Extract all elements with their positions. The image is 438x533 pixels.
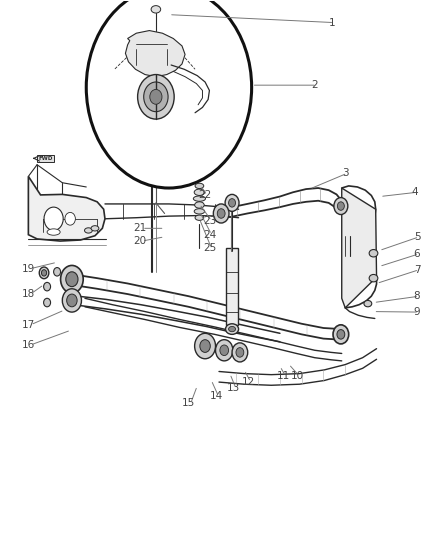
Circle shape <box>150 90 162 104</box>
Circle shape <box>144 82 168 112</box>
Circle shape <box>138 75 174 119</box>
Text: 19: 19 <box>22 264 35 273</box>
Text: 14: 14 <box>210 391 223 401</box>
Circle shape <box>66 272 78 287</box>
Ellipse shape <box>364 301 372 307</box>
Ellipse shape <box>85 228 92 233</box>
Text: FWD: FWD <box>38 156 53 161</box>
Circle shape <box>194 333 215 359</box>
Polygon shape <box>125 30 185 77</box>
Ellipse shape <box>229 326 236 332</box>
Circle shape <box>44 207 63 230</box>
Circle shape <box>62 289 81 312</box>
Ellipse shape <box>194 189 205 196</box>
Text: 6: 6 <box>414 249 420 259</box>
Polygon shape <box>342 188 377 308</box>
Text: 13: 13 <box>227 383 240 393</box>
Text: 11: 11 <box>277 372 290 381</box>
Circle shape <box>200 340 210 352</box>
Ellipse shape <box>194 209 205 214</box>
Circle shape <box>225 195 239 212</box>
Text: 25: 25 <box>203 244 216 254</box>
Circle shape <box>232 343 248 362</box>
Circle shape <box>337 202 344 211</box>
Ellipse shape <box>47 229 60 235</box>
Circle shape <box>236 348 244 357</box>
Text: 21: 21 <box>133 223 146 233</box>
Text: 4: 4 <box>412 187 418 197</box>
Text: 16: 16 <box>22 340 35 350</box>
Circle shape <box>215 340 233 361</box>
Text: 8: 8 <box>414 291 420 301</box>
FancyBboxPatch shape <box>226 248 238 325</box>
Ellipse shape <box>39 267 49 279</box>
Circle shape <box>65 213 75 225</box>
Circle shape <box>220 345 229 356</box>
Ellipse shape <box>194 202 204 208</box>
Circle shape <box>334 198 348 215</box>
Text: 3: 3 <box>342 168 349 178</box>
Ellipse shape <box>369 274 378 282</box>
Polygon shape <box>28 176 105 241</box>
Text: 9: 9 <box>414 307 420 317</box>
Text: 18: 18 <box>22 289 35 299</box>
Text: 23: 23 <box>203 216 216 226</box>
Ellipse shape <box>195 183 204 189</box>
Text: 12: 12 <box>242 377 255 387</box>
Circle shape <box>337 329 345 339</box>
Circle shape <box>217 209 225 218</box>
Ellipse shape <box>369 249 378 257</box>
Text: 24: 24 <box>203 230 216 240</box>
Ellipse shape <box>91 225 99 231</box>
Circle shape <box>60 265 83 293</box>
Circle shape <box>213 204 229 223</box>
Ellipse shape <box>42 270 47 276</box>
Ellipse shape <box>44 298 50 307</box>
Text: 22: 22 <box>198 190 212 200</box>
Circle shape <box>333 325 349 344</box>
Ellipse shape <box>226 324 239 334</box>
Text: 7: 7 <box>414 265 420 274</box>
Circle shape <box>67 294 77 307</box>
Circle shape <box>229 199 236 207</box>
Text: 2: 2 <box>311 80 318 90</box>
Ellipse shape <box>53 268 60 276</box>
Text: 20: 20 <box>133 236 146 246</box>
Text: 10: 10 <box>291 372 304 381</box>
Text: 1: 1 <box>329 18 336 28</box>
Ellipse shape <box>151 6 161 13</box>
Text: 5: 5 <box>414 232 420 242</box>
Ellipse shape <box>44 282 50 291</box>
Ellipse shape <box>195 215 204 220</box>
Text: 15: 15 <box>182 398 195 408</box>
Polygon shape <box>37 155 53 161</box>
Circle shape <box>86 0 252 188</box>
Ellipse shape <box>193 196 205 201</box>
Text: 17: 17 <box>22 320 35 330</box>
